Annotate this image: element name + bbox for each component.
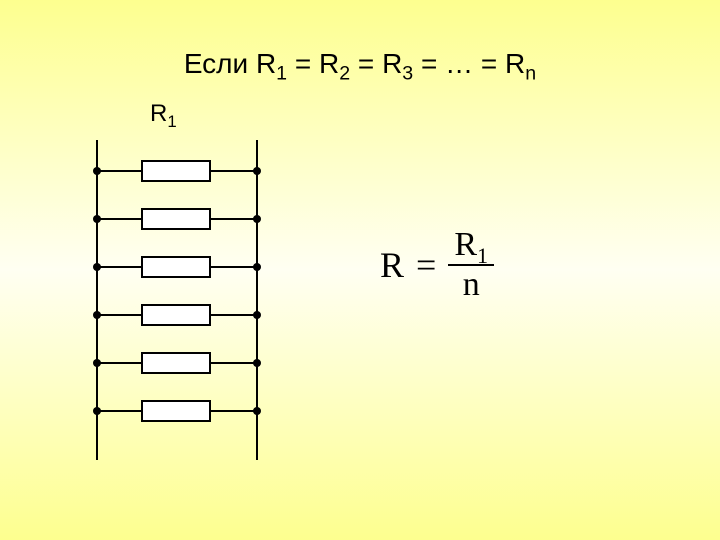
title-var-n: R — [505, 48, 525, 79]
resistance-formula: R = R1 n — [380, 228, 494, 302]
node-right — [253, 263, 261, 271]
slide: Если R1 = R2 = R3 = … = Rn R1 R = R1 n — [0, 0, 720, 540]
node-right — [253, 311, 261, 319]
node-left — [93, 167, 101, 175]
node-right — [253, 215, 261, 223]
resistor-box — [141, 208, 211, 230]
title-sub-3: 3 — [402, 63, 413, 85]
node-left — [93, 215, 101, 223]
title-sub-2: 2 — [339, 63, 350, 85]
node-right — [253, 359, 261, 367]
title-sub-1: 1 — [276, 63, 287, 85]
node-left — [93, 311, 101, 319]
title-var-3: R — [382, 48, 402, 79]
resistor-box — [141, 304, 211, 326]
title-var-1: R — [256, 48, 276, 79]
title-prefix: Если — [184, 48, 256, 79]
fraction: R1 n — [448, 228, 494, 302]
node-left — [93, 407, 101, 415]
equals-sign: = — [416, 244, 436, 286]
title-sub-n: n — [525, 63, 536, 85]
resistor-box — [141, 352, 211, 374]
resistor-1-label: R1 — [150, 100, 177, 128]
r1-label-var: R — [150, 100, 167, 127]
node-right — [253, 407, 261, 415]
resistor-box — [141, 160, 211, 182]
node-left — [93, 263, 101, 271]
numerator-var: R — [454, 226, 477, 263]
formula-lhs: R — [380, 244, 404, 286]
r1-label-sub: 1 — [167, 112, 176, 131]
resistor-box — [141, 400, 211, 422]
title-ellipsis: … — [445, 48, 473, 79]
resistor-box — [141, 256, 211, 278]
fraction-numerator: R1 — [448, 228, 494, 264]
node-right — [253, 167, 261, 175]
formula-row: R = R1 n — [380, 228, 494, 302]
parallel-resistor-circuit — [86, 140, 268, 464]
title-var-2: R — [319, 48, 339, 79]
fraction-denominator: n — [463, 266, 480, 302]
node-left — [93, 359, 101, 367]
title-condition: Если R1 = R2 = R3 = … = Rn — [0, 48, 720, 80]
